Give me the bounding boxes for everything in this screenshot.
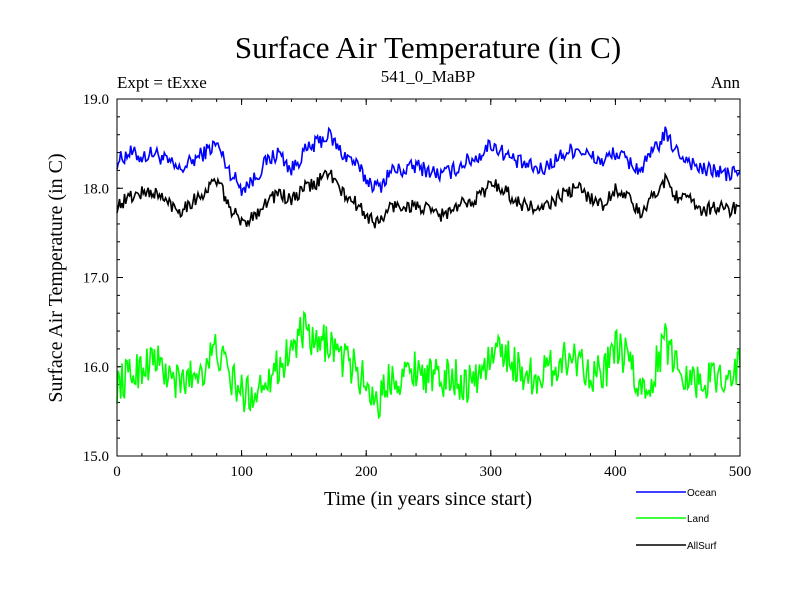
legend: Ocean Land AllSurf (636, 488, 717, 552)
x-tick-label: 400 (604, 464, 627, 480)
legend-label-land: Land (687, 514, 709, 525)
series-line-ocean (116, 126, 741, 196)
y-tick-label: 15.0 (83, 449, 109, 465)
chart-subtitle: 541_0_MaBP (381, 67, 475, 86)
chart-title: Surface Air Temperature (in C) (235, 30, 621, 65)
plot-frame (116, 98, 741, 457)
y-tick-label: 19.0 (83, 92, 109, 108)
x-tick-label: 300 (480, 464, 503, 480)
series-lines (116, 126, 741, 420)
series-line-land (116, 310, 741, 420)
y-tick-label: 18.0 (83, 181, 109, 197)
experiment-label: Expt = tExxe (117, 73, 207, 92)
x-axis: 0 100 200 300 400 500 (113, 99, 751, 480)
legend-label-allsurf: AllSurf (687, 541, 717, 552)
y-tick-label: 16.0 (83, 360, 109, 376)
y-tick-label: 17.0 (83, 271, 109, 287)
x-tick-label: 100 (230, 464, 253, 480)
y-axis: 15.0 16.0 17.0 18.0 19.0 (83, 92, 740, 465)
x-tick-label: 500 (729, 464, 752, 480)
series-line-allsurf (116, 169, 741, 229)
x-axis-label: Time (in years since start) (324, 488, 532, 510)
x-tick-label: 0 (113, 464, 121, 480)
legend-label-ocean: Ocean (687, 488, 716, 499)
y-axis-label: Surface Air Temperature (in C) (45, 153, 67, 402)
period-label: Ann (711, 73, 741, 92)
x-tick-label: 200 (355, 464, 378, 480)
